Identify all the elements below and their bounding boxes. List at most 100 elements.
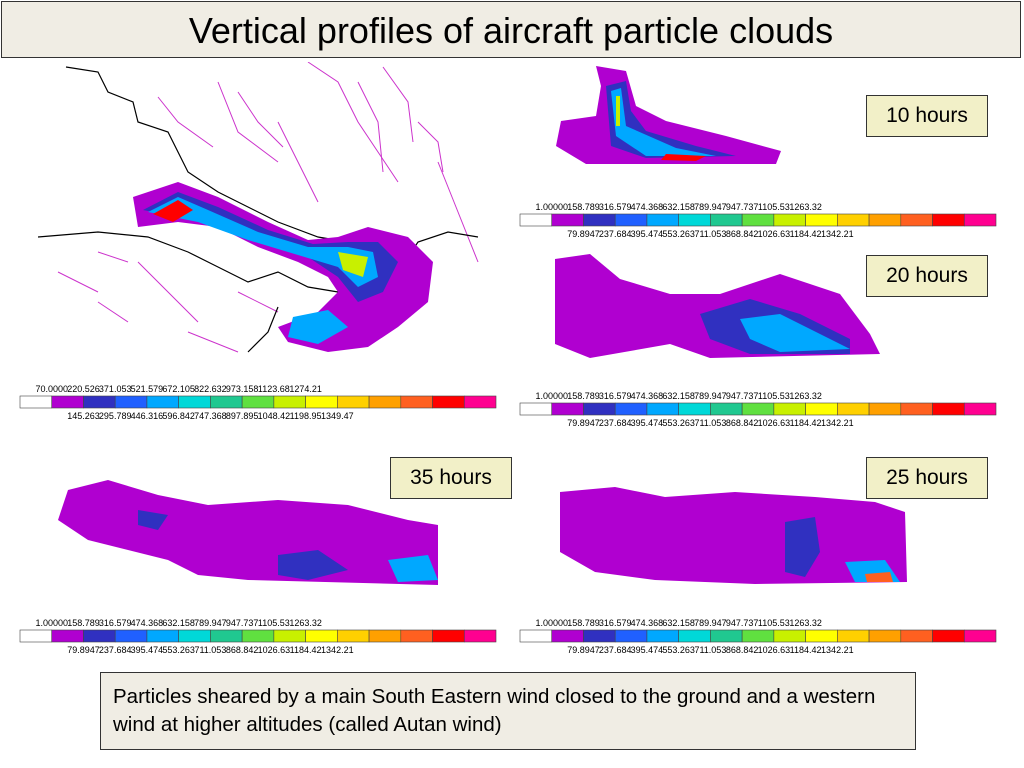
colorbar-swatch xyxy=(273,395,306,409)
label-35-hours-text: 35 hours xyxy=(410,466,492,489)
colorbar-swatch xyxy=(400,395,433,409)
colorbar-bottom-label: 79.8947 xyxy=(67,645,100,655)
colorbar-bottom-label: 395.474 xyxy=(631,645,664,655)
colorbar-bottom-label: 1026.63 xyxy=(758,418,791,428)
colorbar-swatch xyxy=(900,402,933,416)
colorbar-swatch xyxy=(519,629,553,643)
colorbar-bottom-label: 79.8947 xyxy=(567,645,600,655)
colorbar-swatch xyxy=(83,395,116,409)
colorbar-swatch xyxy=(963,213,997,227)
colorbar-swatch xyxy=(773,402,806,416)
colorbar-bottom-label: 553.263 xyxy=(162,645,195,655)
colorbar-top-label: 521.579 xyxy=(131,384,164,394)
colorbar-top-label: 947.737 xyxy=(726,618,759,628)
colorbar-swatch xyxy=(551,402,584,416)
colorbar-swatch xyxy=(519,213,553,227)
colorbar-bottom-label: 237.684 xyxy=(599,418,632,428)
colorbar-swatch xyxy=(146,629,179,643)
colorbar-top-label: 316.579 xyxy=(599,391,632,401)
label-35-hours: 35 hours xyxy=(390,457,512,499)
colorbar-bottom-label: 596.842 xyxy=(162,411,195,421)
colorbar-swatch xyxy=(210,629,243,643)
colorbar-swatch xyxy=(932,213,965,227)
colorbar-bottom-label: 553.263 xyxy=(662,229,695,239)
particle-cloud xyxy=(133,182,433,352)
map-35-hours xyxy=(58,480,438,585)
colorbar-25-hours: 1.00000 158.789 316.579 474.368 632.158 789.9… xyxy=(519,618,997,655)
colorbar-swatch xyxy=(646,402,679,416)
colorbar-big: 70.0000 220.526 371.053 521.579 672.105 822.6… xyxy=(19,384,497,421)
colorbar-top-label: 1274.21 xyxy=(289,384,322,394)
colorbar-bottom-label: 79.8947 xyxy=(567,418,600,428)
colorbar-bottom-label: 1349.47 xyxy=(321,411,354,421)
colorbar-bottom-label: 395.474 xyxy=(131,645,164,655)
colorbar-top-label: 1263.32 xyxy=(289,618,322,628)
colorbar-bottom-label: 553.263 xyxy=(662,645,695,655)
colorbar-swatch xyxy=(368,629,402,643)
caption-text: Particles sheared by a main South Easter… xyxy=(113,685,876,736)
colorbar-swatch xyxy=(741,402,775,416)
colorbar-top-label: 474.368 xyxy=(631,391,664,401)
slide-title: Vertical profiles of aircraft particle c… xyxy=(188,10,834,51)
colorbar-top-label: 632.158 xyxy=(162,618,195,628)
colorbar-bottom-label: 868.842 xyxy=(726,229,759,239)
colorbar-top-label: 632.158 xyxy=(662,202,695,212)
colorbar-bottom-label: 711.053 xyxy=(694,229,726,239)
colorbar-bottom-label: 237.684 xyxy=(599,229,632,239)
colorbar-top-label: 474.368 xyxy=(131,618,164,628)
colorbar-top-label: 1263.32 xyxy=(789,202,822,212)
colorbar-swatch xyxy=(868,213,902,227)
colorbar-swatch xyxy=(710,213,743,227)
slide-title-box: Vertical profiles of aircraft particle c… xyxy=(1,1,1021,58)
colorbar-top-label: 1105.53 xyxy=(758,202,790,212)
label-25-hours-text: 25 hours xyxy=(886,466,968,489)
colorbar-swatch xyxy=(551,629,584,643)
colorbar-top-label: 672.105 xyxy=(162,384,195,394)
colorbar-35-hours: 1.00000 158.789 316.579 474.368 632.158 789.9… xyxy=(19,618,497,655)
colorbar-bottom-label: 295.789 xyxy=(99,411,132,421)
caption-box: Particles sheared by a main South Easter… xyxy=(100,672,916,750)
colorbar-top-label: 1263.32 xyxy=(789,618,822,628)
colorbar-swatch xyxy=(583,402,616,416)
colorbar-swatch xyxy=(710,629,743,643)
colorbar-swatch xyxy=(837,213,870,227)
colorbar-top-label: 789.947 xyxy=(694,202,727,212)
map-10-hours xyxy=(556,66,781,164)
colorbar-bottom-label: 1342.21 xyxy=(821,645,854,655)
colorbar-bottom-label: 1342.21 xyxy=(821,229,854,239)
colorbar-top-label: 632.158 xyxy=(662,618,695,628)
colorbar-swatch xyxy=(19,629,53,643)
colorbar-bottom-label: 868.842 xyxy=(726,645,759,655)
colorbar-swatch xyxy=(305,395,338,409)
colorbar-swatch xyxy=(583,213,616,227)
colorbar-bottom-label: 79.8947 xyxy=(567,229,600,239)
colorbar-bottom-label: 711.053 xyxy=(694,418,726,428)
label-20-hours-text: 20 hours xyxy=(886,264,968,287)
colorbar-top-label: 474.368 xyxy=(631,618,664,628)
colorbar-swatch xyxy=(432,395,465,409)
colorbar-top-label: 789.947 xyxy=(194,618,227,628)
colorbar-top-label: 158.789 xyxy=(567,618,600,628)
map-25-hours xyxy=(560,487,907,584)
colorbar-swatch xyxy=(114,629,148,643)
colorbar-swatch xyxy=(773,629,806,643)
colorbar-top-label: 1263.32 xyxy=(789,391,822,401)
colorbar-swatch xyxy=(805,629,838,643)
colorbar-bottom-label: 395.474 xyxy=(631,229,664,239)
big-map-plot xyxy=(38,62,479,353)
colorbar-20-hours: 1.00000 158.789 316.579 474.368 632.158 789.9… xyxy=(519,391,997,428)
colorbar-swatch xyxy=(337,395,370,409)
colorbar-swatch xyxy=(837,402,870,416)
colorbar-swatch xyxy=(741,629,775,643)
colorbar-top-label: 158.789 xyxy=(67,618,100,628)
colorbar-top-label: 789.947 xyxy=(694,618,727,628)
colorbar-top-label: 70.0000 xyxy=(35,384,68,394)
colorbar-bottom-label: 145.263 xyxy=(67,411,100,421)
colorbar-bottom-label: 1342.21 xyxy=(821,418,854,428)
colorbar-swatch xyxy=(932,402,965,416)
colorbar-swatch xyxy=(805,402,838,416)
colorbar-bottom-label: 1184.42 xyxy=(290,645,322,655)
colorbar-swatch xyxy=(678,213,711,227)
colorbar-bottom-label: 1184.42 xyxy=(790,645,822,655)
colorbar-top-label: 220.526 xyxy=(67,384,100,394)
